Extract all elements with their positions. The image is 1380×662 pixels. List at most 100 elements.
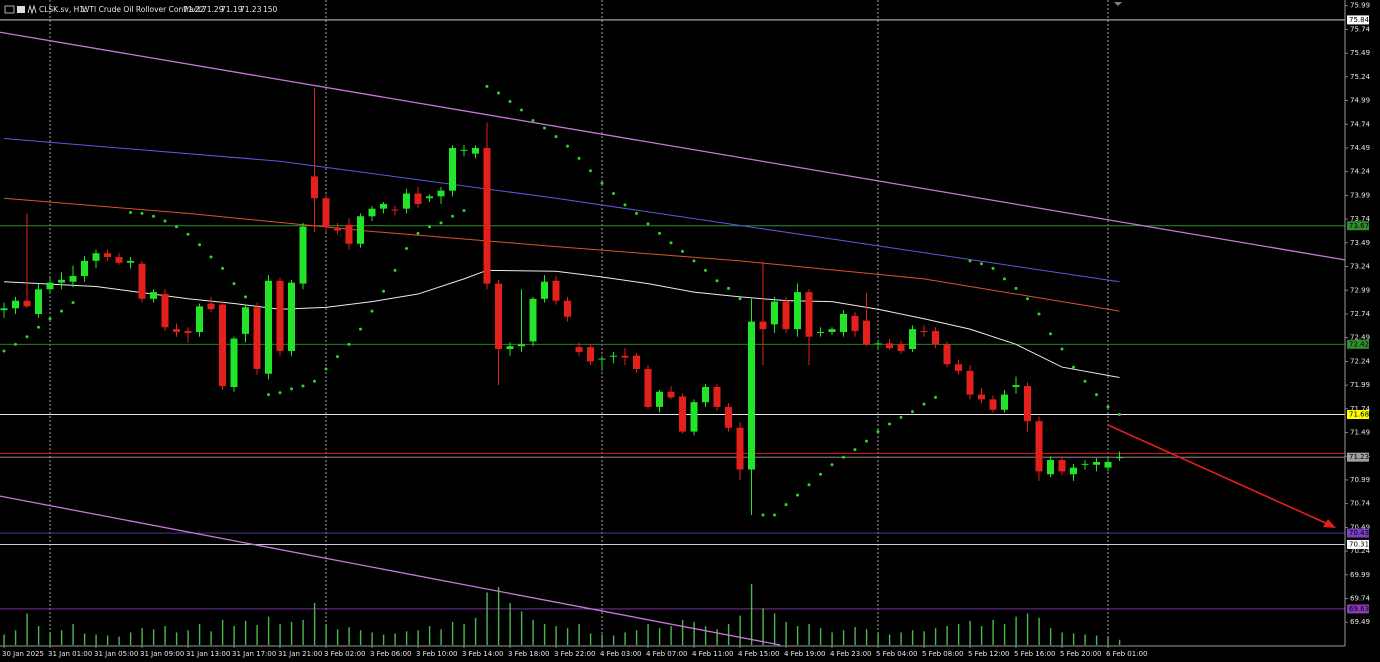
volume-bar — [175, 632, 178, 645]
volume-bar — [497, 587, 500, 645]
sar-dot — [888, 422, 891, 426]
sar-dot — [1118, 413, 1121, 417]
symbol: CLSK.sv, H1: — [39, 5, 87, 14]
y-tick-label: 72.24 — [1350, 357, 1371, 365]
sar-dot — [140, 211, 144, 215]
candle-body — [414, 193, 422, 204]
sar-dot — [25, 335, 29, 339]
sar-dot — [980, 262, 983, 266]
x-tick-label: 31 Jan 05:00 — [94, 650, 138, 658]
sar-dot — [347, 342, 351, 346]
sar-dot — [819, 472, 822, 476]
volume-bar — [785, 621, 787, 645]
candle-body — [610, 355, 617, 357]
volume-bar — [290, 621, 293, 645]
volume-bar — [716, 629, 718, 645]
volume-bar — [957, 624, 960, 645]
volume-bar — [819, 628, 822, 645]
volume-bar — [1049, 628, 1052, 645]
volume-bar — [152, 629, 155, 645]
y-tick-label: 73.74 — [1350, 215, 1371, 223]
x-tick-label: 31 Jan 17:00 — [232, 650, 276, 658]
sar-dot — [934, 395, 937, 399]
candle-body — [932, 331, 939, 345]
candle-body — [368, 208, 376, 217]
sar-dot — [738, 297, 742, 301]
candle-body — [380, 203, 387, 209]
candle-body — [587, 347, 594, 362]
sar-dot — [129, 210, 132, 214]
volume-bar — [1118, 639, 1121, 645]
level-label-box — [1347, 604, 1369, 614]
sar-dot — [968, 259, 972, 263]
sar-dot — [830, 463, 834, 467]
volume-bar — [1003, 624, 1006, 645]
volume-bar — [888, 634, 891, 645]
sar-dot — [704, 268, 707, 272]
x-tick-label: 5 Feb 20:00 — [1060, 650, 1101, 658]
level-label: 72.42 — [1349, 340, 1369, 348]
sar-dot — [428, 225, 431, 229]
candle-body — [92, 253, 100, 261]
candle-body — [759, 321, 767, 330]
level-label: 75.84 — [1349, 16, 1370, 24]
x-tick-label: 4 Feb 07:00 — [646, 650, 687, 658]
icon — [27, 4, 37, 15]
volume-bar — [566, 628, 569, 645]
candle-body — [541, 281, 548, 299]
x-tick-label: 5 Feb 12:00 — [968, 650, 1009, 658]
volume-bar — [382, 634, 385, 645]
volume-bar — [934, 628, 937, 645]
candle-body — [874, 343, 882, 345]
sar-dot — [405, 247, 408, 251]
sar-dot — [1003, 277, 1006, 281]
sar-dot — [784, 503, 788, 507]
y-tick-label: 72.74 — [1350, 310, 1371, 318]
sar-dot — [1026, 297, 1029, 301]
sar-dot — [692, 259, 696, 263]
candle-body — [828, 329, 836, 332]
volume-bar — [198, 624, 201, 645]
y-tick-label: 69.49 — [1350, 618, 1370, 626]
sar-dot — [324, 367, 328, 371]
sar-dot — [681, 249, 684, 253]
volume-bar — [26, 613, 28, 645]
candle-body — [955, 364, 962, 371]
indicator-line — [3, 137, 1120, 283]
y-tick-label: 70.24 — [1350, 547, 1371, 555]
volume-bar — [831, 632, 833, 645]
volume-bar — [106, 635, 109, 645]
candle-body — [1001, 394, 1008, 410]
sar-dot — [290, 387, 293, 391]
candle-body — [633, 355, 640, 369]
sar-dot — [773, 513, 776, 517]
trendline — [0, 495, 781, 646]
y-tick-label: 74.99 — [1350, 97, 1370, 105]
sar-dot — [531, 118, 535, 122]
x-tick-label: 4 Feb 15:00 — [738, 650, 779, 658]
x-tick-label: 3 Feb 02:00 — [324, 650, 365, 658]
volume-bar — [681, 619, 684, 645]
sar-dot — [359, 327, 362, 331]
volume-bar — [589, 633, 592, 645]
level-label-box — [1347, 339, 1369, 349]
candle-body — [150, 292, 157, 299]
volume-bar — [520, 611, 523, 645]
candle-body — [1070, 467, 1077, 475]
sar-dot — [370, 309, 374, 313]
sar-dot — [761, 513, 765, 517]
y-tick-label: 75.99 — [1350, 2, 1370, 10]
indicator-line — [3, 197, 1120, 312]
candle-body — [230, 338, 238, 387]
volume-bar — [486, 592, 488, 645]
candle-body — [127, 260, 134, 263]
x-tick-label: 31 Jan 13:00 — [186, 650, 230, 658]
volume-bar — [37, 626, 40, 645]
candle-body — [863, 320, 870, 345]
volume-bar — [474, 617, 477, 645]
sar-dot — [543, 126, 546, 130]
chart-title: WTI Crude Oil Rollover Contract — [82, 5, 201, 14]
volume-bar — [279, 624, 281, 645]
volume-bar — [14, 630, 17, 645]
